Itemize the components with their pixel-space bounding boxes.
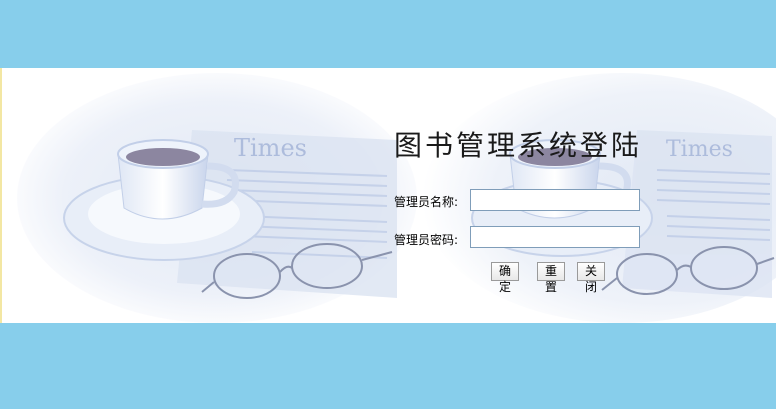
password-label: 管理员密码: xyxy=(394,233,459,247)
close-button[interactable]: 关闭 xyxy=(577,262,605,294)
glasses-right xyxy=(601,246,775,295)
coffee-newspaper-illustration: Times xyxy=(17,73,776,323)
username-label: 管理员名称: xyxy=(394,195,459,209)
password-input[interactable] xyxy=(470,226,640,248)
reset-button[interactable]: 重置 xyxy=(537,262,565,294)
glasses-left xyxy=(201,243,393,299)
login-title: 图书管理系统登陆 xyxy=(394,129,643,162)
svg-text:Times: Times xyxy=(234,134,307,162)
left-edge-line xyxy=(0,68,2,323)
top-band xyxy=(0,0,776,68)
username-input[interactable] xyxy=(470,189,640,211)
bottom-band xyxy=(0,323,776,409)
confirm-button[interactable]: 确定 xyxy=(491,262,519,294)
coffee-cup-left xyxy=(63,139,265,261)
svg-text:Times: Times xyxy=(666,137,733,162)
login-banner: Times xyxy=(2,68,776,323)
